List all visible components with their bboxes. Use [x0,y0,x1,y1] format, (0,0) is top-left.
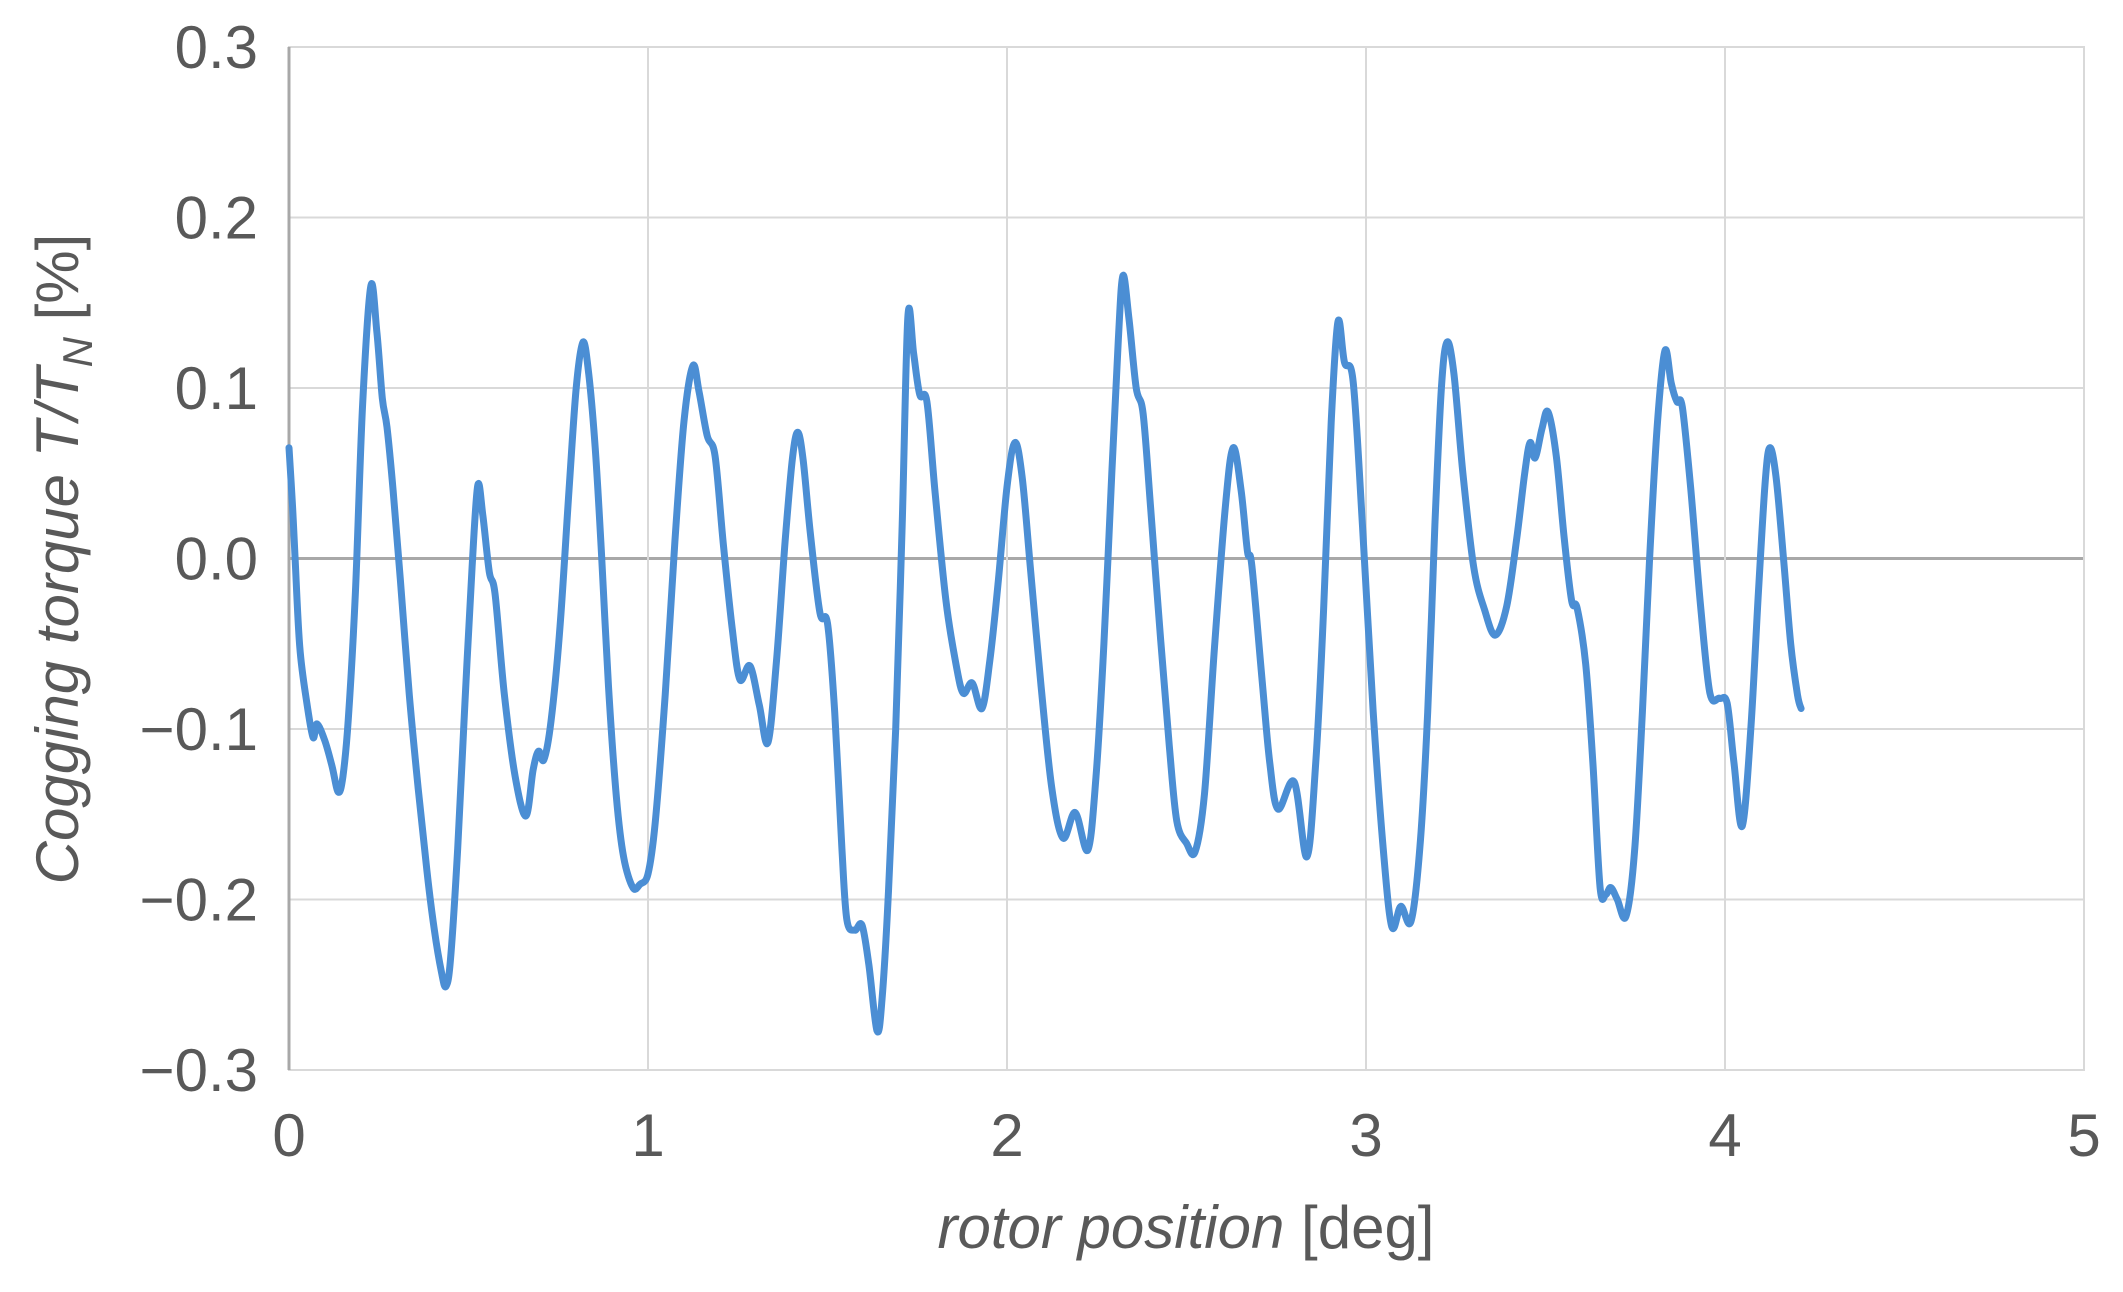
x-tick-label: 2 [990,1102,1023,1169]
y-tick-label: 0.0 [175,526,258,593]
y-tick-label: −0.1 [140,696,258,763]
x-axis-title-main: rotor position [938,1194,1285,1261]
y-axis-title-subscript: N [54,336,101,367]
y-tick-label: −0.3 [140,1037,258,1104]
x-axis-title-unit: [deg] [1284,1194,1434,1261]
y-tick-label: 0.1 [175,355,258,422]
x-axis-tick-labels: 0 1 2 3 4 5 [272,1102,2100,1169]
y-axis-title: Cogging torque T/TN [%] [24,234,101,885]
x-tick-label: 5 [2067,1102,2100,1169]
x-tick-label: 1 [631,1102,664,1169]
x-tick-label: 3 [1349,1102,1382,1169]
torque-line [285,271,1805,1036]
y-tick-label: 0.2 [175,185,258,252]
y-axis-title-unit: [%] [24,234,91,337]
plot-border-group [287,46,2085,1071]
x-tick-label: 0 [272,1102,305,1169]
x-tick-label: 4 [1708,1102,1741,1169]
gridlines [289,47,2084,1070]
x-axis-title: rotor position [deg] [938,1194,1435,1261]
data-series-group [285,271,1805,1036]
y-axis-title-main: Cogging torque T/T [24,363,91,884]
y-tick-label: −0.2 [140,867,258,934]
y-tick-label: 0.3 [175,14,258,81]
y-axis-tick-labels: 0.3 0.2 0.1 0.0 −0.1 −0.2 −0.3 [140,14,258,1104]
